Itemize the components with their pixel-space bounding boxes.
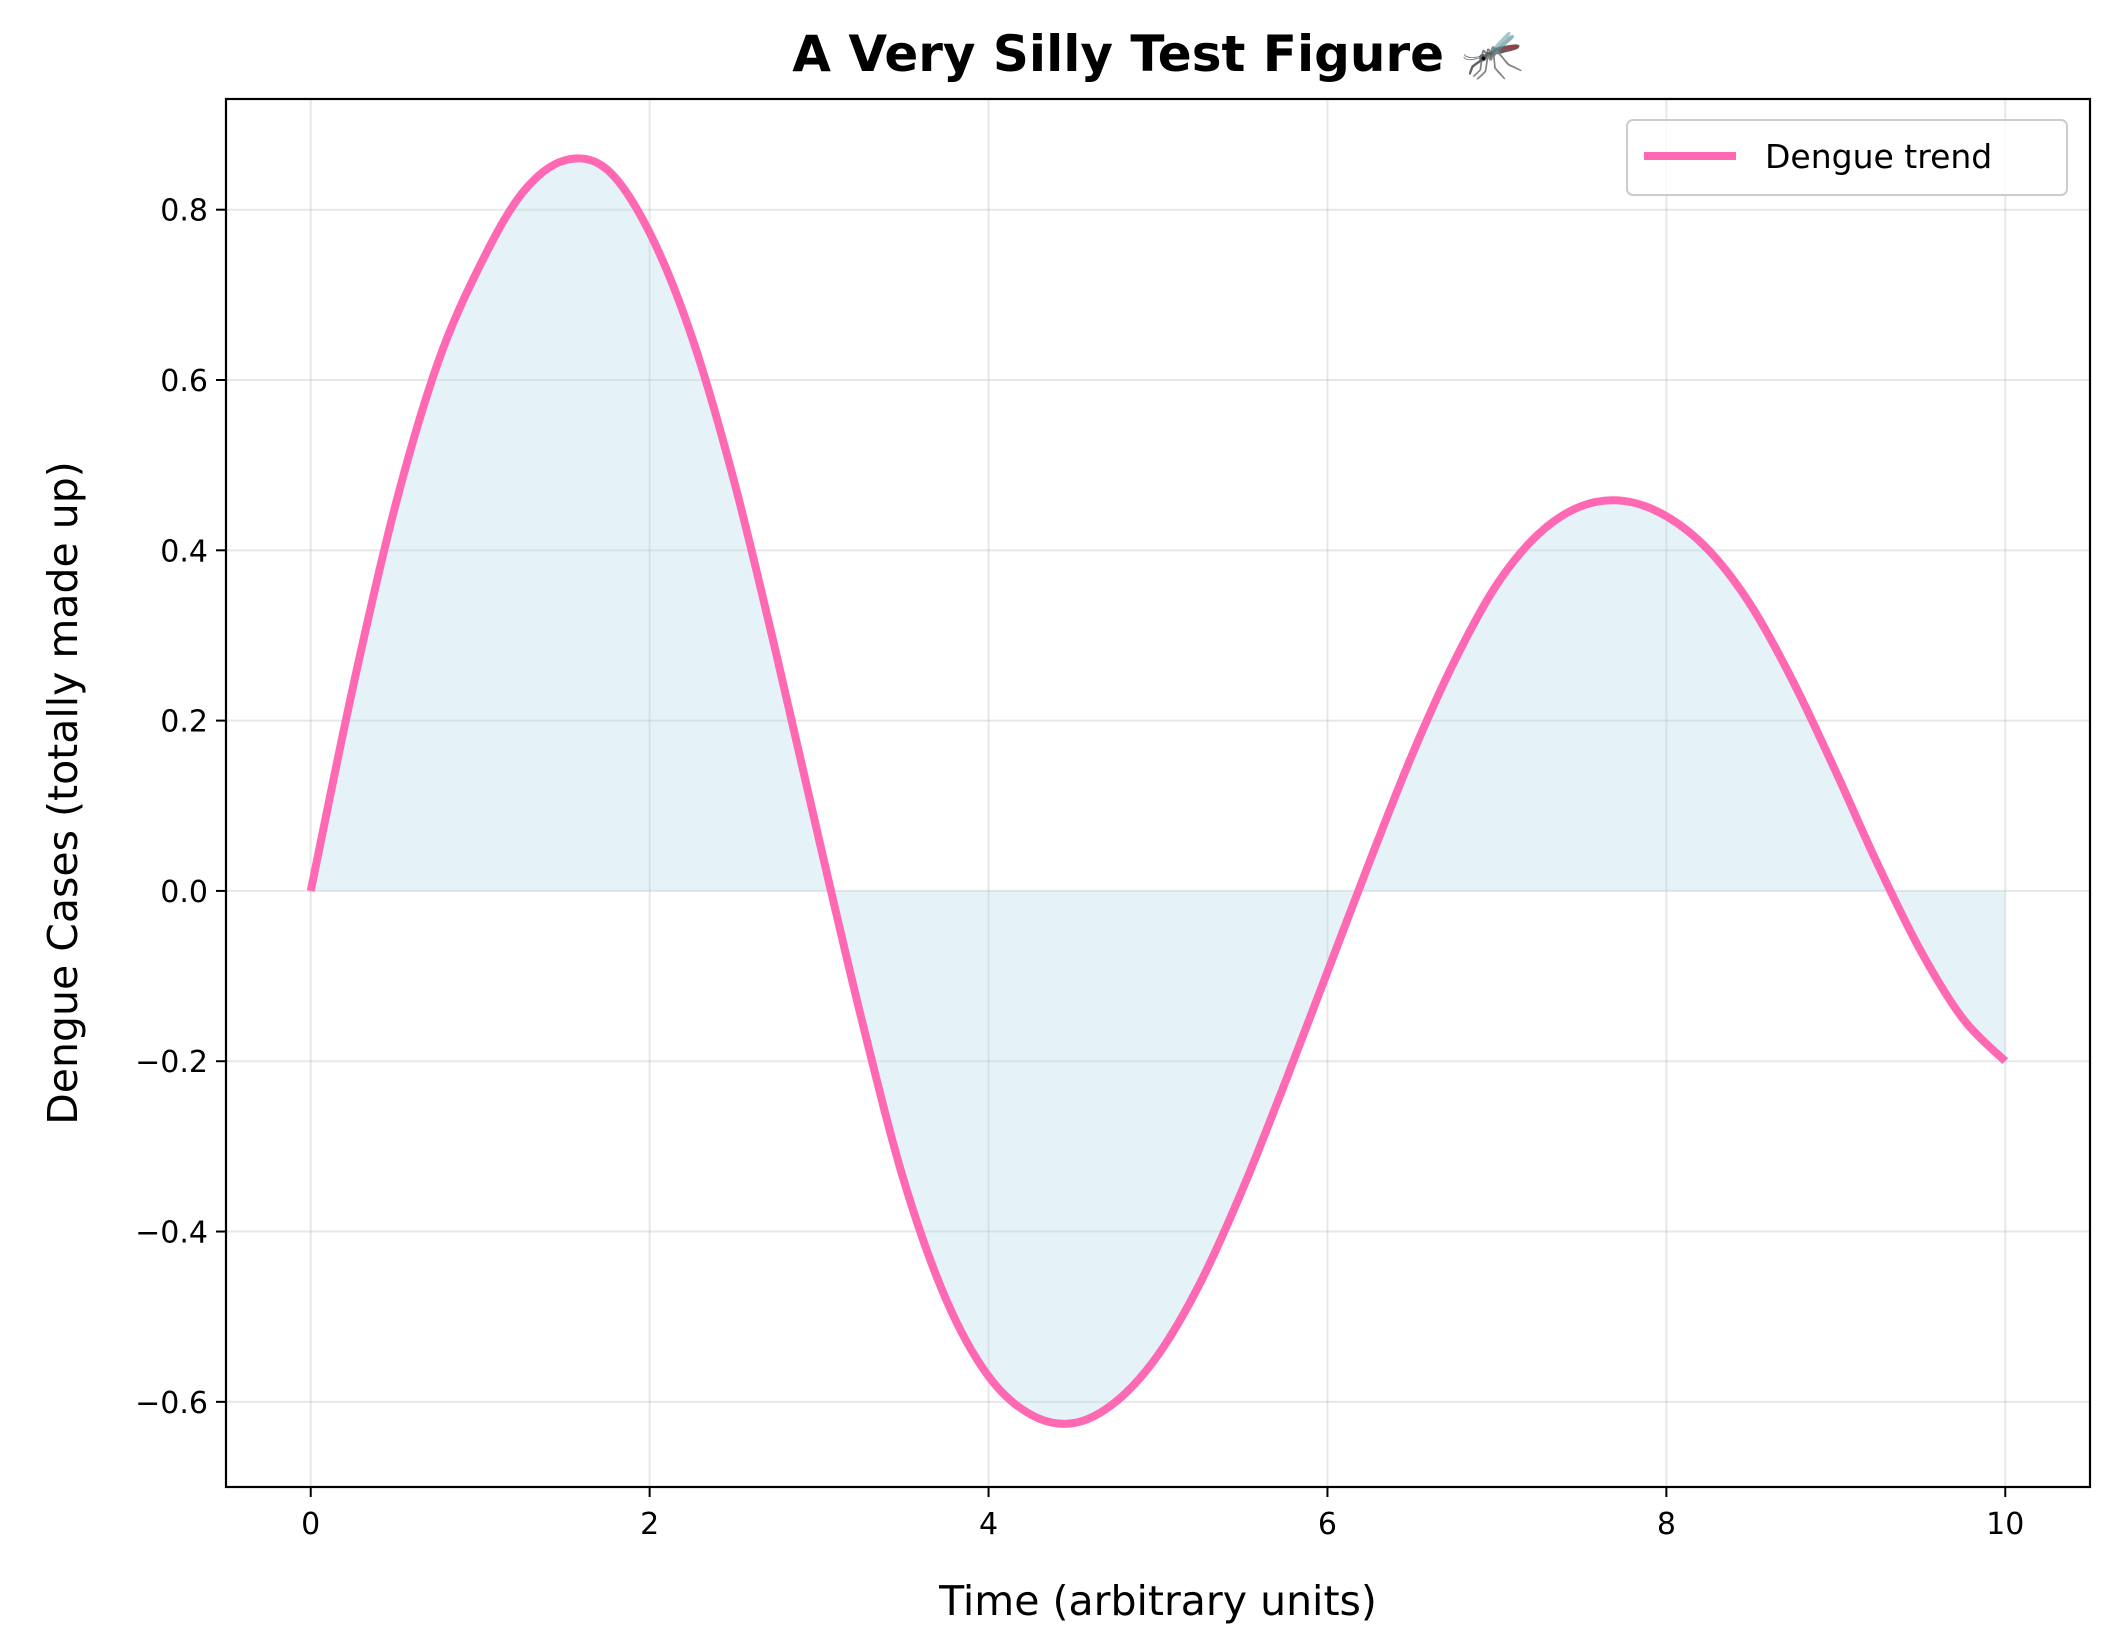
grid bbox=[226, 99, 2090, 1487]
y-tick-label: 0.2 bbox=[160, 705, 208, 740]
x-axis-ticks: 0 2 4 6 8 10 bbox=[301, 1487, 2024, 1542]
x-tick-label: 6 bbox=[1318, 1507, 1337, 1542]
y-tick-label: 0.4 bbox=[160, 534, 208, 569]
y-tick-label: 0.6 bbox=[160, 364, 208, 399]
y-axis-label: Dengue Cases (totally made up) bbox=[39, 461, 87, 1125]
x-axis-label: Time (arbitrary units) bbox=[938, 1577, 1377, 1625]
x-tick-label: 10 bbox=[1986, 1507, 2024, 1542]
legend-label: Dengue trend bbox=[1765, 137, 1992, 176]
chart-title: A Very Silly Test Figure 🦟 bbox=[792, 25, 1523, 83]
x-tick-label: 8 bbox=[1657, 1507, 1676, 1542]
y-tick-label: 0.8 bbox=[160, 194, 208, 229]
x-tick-label: 4 bbox=[979, 1507, 998, 1542]
legend: Dengue trend bbox=[1626, 119, 2068, 196]
y-tick-label: 0.0 bbox=[160, 875, 208, 910]
y-tick-label: −0.4 bbox=[135, 1216, 208, 1251]
y-axis-ticks: −0.6 −0.4 −0.2 0.0 0.2 0.4 0.6 0.8 bbox=[135, 194, 226, 1421]
y-tick-label: −0.2 bbox=[135, 1045, 208, 1080]
x-tick-label: 2 bbox=[640, 1507, 659, 1542]
legend-box bbox=[1626, 119, 2068, 196]
x-tick-label: 0 bbox=[301, 1507, 320, 1542]
series-line-dengue-trend bbox=[306, 154, 2009, 1428]
series-line-layer bbox=[306, 154, 2009, 1428]
plot-frame bbox=[224, 97, 2092, 1489]
fill-area-layer bbox=[310, 158, 2006, 1424]
y-tick-label: −0.6 bbox=[135, 1386, 208, 1421]
fill-area bbox=[310, 158, 2006, 1424]
